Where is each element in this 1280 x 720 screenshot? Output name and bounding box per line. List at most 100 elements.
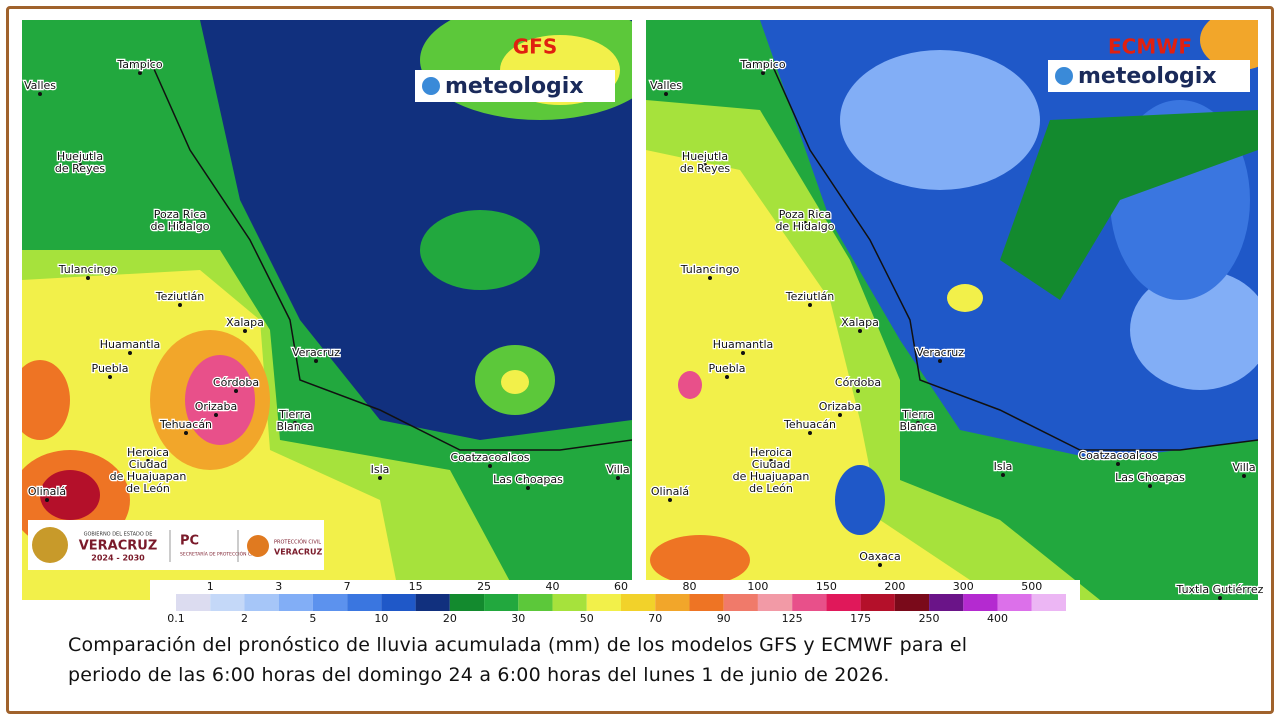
- city-label: de Reyes: [55, 162, 105, 175]
- colorbar-swatch: [176, 594, 211, 611]
- colorbar-label: 30: [511, 612, 525, 625]
- city-label: Blanca: [276, 420, 313, 433]
- city-dot: [856, 389, 860, 393]
- ecmwf-map: [646, 20, 1258, 600]
- city-label: Tampico: [739, 58, 785, 71]
- city-label: Poza Rica: [154, 208, 206, 221]
- colorbar-swatch: [312, 594, 348, 611]
- city-label: Heroica: [127, 446, 169, 459]
- colorbar-swatch: [449, 594, 485, 611]
- city-label: de Hidalgo: [775, 220, 834, 233]
- colorbar-swatch: [518, 594, 553, 611]
- logo-text: VERACRUZ: [274, 548, 323, 557]
- colorbar-label: 150: [816, 580, 837, 593]
- colorbar-label: 0.1: [167, 612, 185, 625]
- city-dot: [86, 276, 90, 280]
- city-label: Tierra: [901, 408, 934, 421]
- colorbar-swatch: [929, 594, 964, 611]
- city-label: de León: [126, 482, 170, 495]
- colorbar-label: 200: [884, 580, 905, 593]
- colorbar-swatch: [552, 594, 587, 611]
- city-label: Huamantla: [100, 338, 161, 351]
- colorbar-swatch: [655, 594, 690, 611]
- colorbar-label: 20: [443, 612, 457, 625]
- colorbar-label: 7: [344, 580, 351, 593]
- model-label: GFS: [513, 35, 557, 59]
- city-dot: [1242, 474, 1246, 478]
- city-label: Tuxtla Gutiérrez: [1176, 583, 1264, 596]
- city-label: de León: [749, 482, 793, 495]
- city-label: Xalapa: [841, 316, 879, 329]
- colorbar-swatch: [210, 594, 245, 611]
- colorbar-swatch: [244, 594, 279, 611]
- colorbar-label: 15: [409, 580, 423, 593]
- city-dot: [178, 303, 182, 307]
- colorbar-label: 40: [546, 580, 560, 593]
- colorbar-swatch: [963, 594, 998, 611]
- city-dot: [664, 92, 668, 96]
- city-dot: [938, 359, 942, 363]
- city-label: Villa: [606, 463, 629, 476]
- colorbar-label: 90: [717, 612, 731, 625]
- city-dot: [45, 498, 49, 502]
- city-dot: [378, 476, 382, 480]
- logo-text: PROTECCIÓN CIVIL: [274, 539, 321, 546]
- colorbar-label: 400: [987, 612, 1008, 625]
- city-dot: [803, 221, 807, 225]
- city-dot: [808, 431, 812, 435]
- city-dot: [1116, 462, 1120, 466]
- city-dot: [616, 476, 620, 480]
- colorbar-swatch: [997, 594, 1032, 611]
- city-dot: [703, 163, 707, 167]
- colorbar-label: 2: [241, 612, 248, 625]
- city-label: Heroica: [750, 446, 792, 459]
- city-label: Isla: [371, 463, 390, 476]
- city-label: Huamantla: [713, 338, 774, 351]
- city-label: Tampico: [116, 58, 162, 71]
- brand-box: [415, 70, 615, 102]
- colorbar-swatch: [621, 594, 656, 611]
- city-dot: [741, 351, 745, 355]
- city-dot: [1148, 484, 1152, 488]
- city-label: de Huajuapan: [733, 470, 810, 483]
- city-label: de Reyes: [680, 162, 730, 175]
- city-label: Orizaba: [195, 400, 237, 413]
- colorbar-label: 5: [309, 612, 316, 625]
- city-dot: [184, 431, 188, 435]
- city-dot: [38, 92, 42, 96]
- city-dot: [878, 563, 882, 567]
- city-label: Tierra: [278, 408, 311, 421]
- city-label: Ciudad: [752, 458, 790, 471]
- city-label: Coatzacoalcos: [450, 451, 529, 464]
- colorbar-label: 10: [374, 612, 388, 625]
- logo-text: VERACRUZ: [79, 539, 158, 554]
- city-dot: [808, 303, 812, 307]
- city-label: Isla: [994, 460, 1013, 473]
- city-label: Tulancingo: [680, 263, 740, 276]
- city-dot: [146, 459, 150, 463]
- colorbar-label: 25: [477, 580, 491, 593]
- city-label: Orizaba: [819, 400, 861, 413]
- model-label: ECMWF: [1108, 35, 1192, 59]
- city-label: Xalapa: [226, 316, 264, 329]
- colorbar-swatch: [723, 594, 758, 611]
- logo-text: 2024 - 2030: [91, 554, 145, 563]
- city-label: Poza Rica: [779, 208, 831, 221]
- city-label: Olinalá: [28, 485, 66, 498]
- city-dot: [314, 359, 318, 363]
- city-dot: [708, 276, 712, 280]
- city-dot: [668, 498, 672, 502]
- city-label: Valles: [24, 79, 56, 92]
- colorbar-swatch: [826, 594, 861, 611]
- colorbar-label: 125: [782, 612, 803, 625]
- colorbar-label: 50: [580, 612, 594, 625]
- city-dot: [243, 329, 247, 333]
- city-label: Córdoba: [835, 376, 881, 389]
- logo-icon: [247, 535, 269, 557]
- colorbar-label: 70: [648, 612, 662, 625]
- city-dot: [858, 329, 862, 333]
- city-label: Valles: [650, 79, 682, 92]
- city-dot: [838, 413, 842, 417]
- logo-shield: [32, 527, 68, 563]
